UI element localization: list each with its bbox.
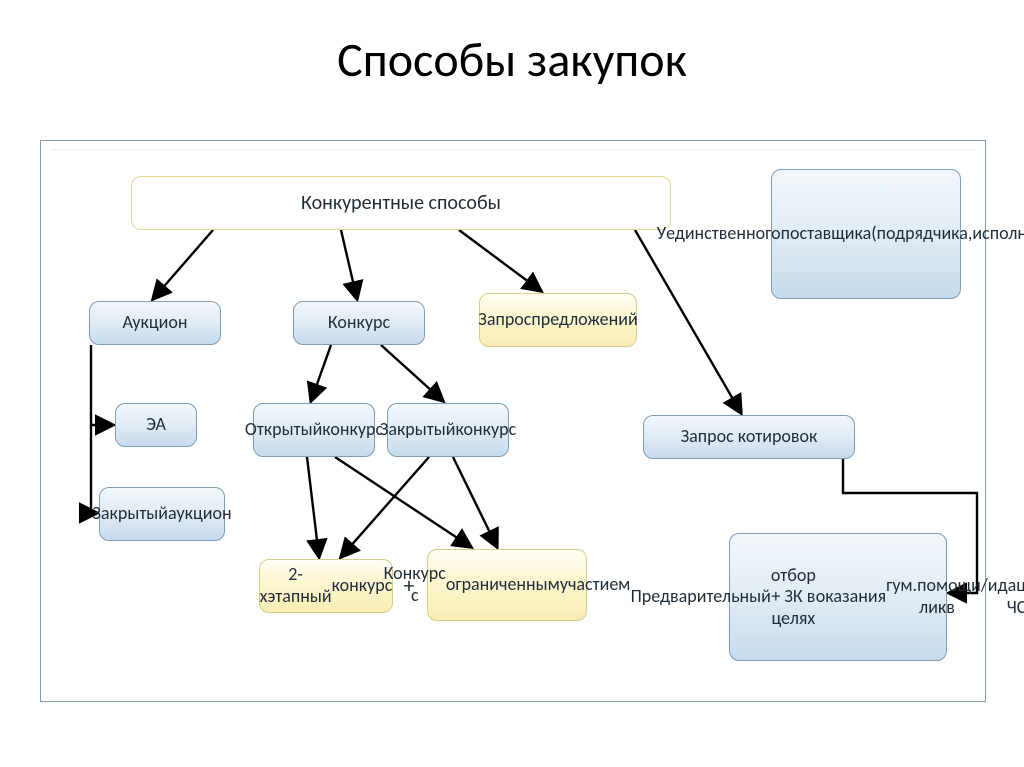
diagram-frame: Конкурентные способы Уединственногопостав… [40, 140, 986, 702]
slide: Способы закупок Конкурентные способы Уеди… [0, 0, 1024, 767]
node-n_otkr: Открытыйконкурс [253, 403, 375, 457]
node-n_predv: Предварительныйотбор + ЗК в целяхоказани… [729, 533, 947, 661]
node-n_zakr_k: Закрытыйконкурс [387, 403, 509, 457]
node-n_zapr_p: Запроспредложений [479, 293, 637, 347]
node-n_konkurent: Конкурентные способы [131, 176, 671, 230]
node-n_konk: Конкурс [293, 301, 425, 345]
node-plus: + [397, 571, 421, 601]
node-n_zapr_kot: Запрос котировок [643, 415, 855, 459]
divider [51, 149, 975, 150]
node-n_2etap: 2-хэтапныйконкурс [259, 559, 393, 613]
node-n_ea: ЭА [115, 403, 197, 447]
node-n_zakr_a: Закрытыйаукцион [99, 487, 225, 541]
node-n_auk: Аукцион [89, 301, 221, 345]
node-n_edinst: Уединственногопоставщика(подрядчика,испо… [771, 169, 961, 299]
slide-title: Способы закупок [0, 30, 1024, 89]
node-n_ogr: Конкурс сограниченнымучастием [427, 549, 587, 621]
